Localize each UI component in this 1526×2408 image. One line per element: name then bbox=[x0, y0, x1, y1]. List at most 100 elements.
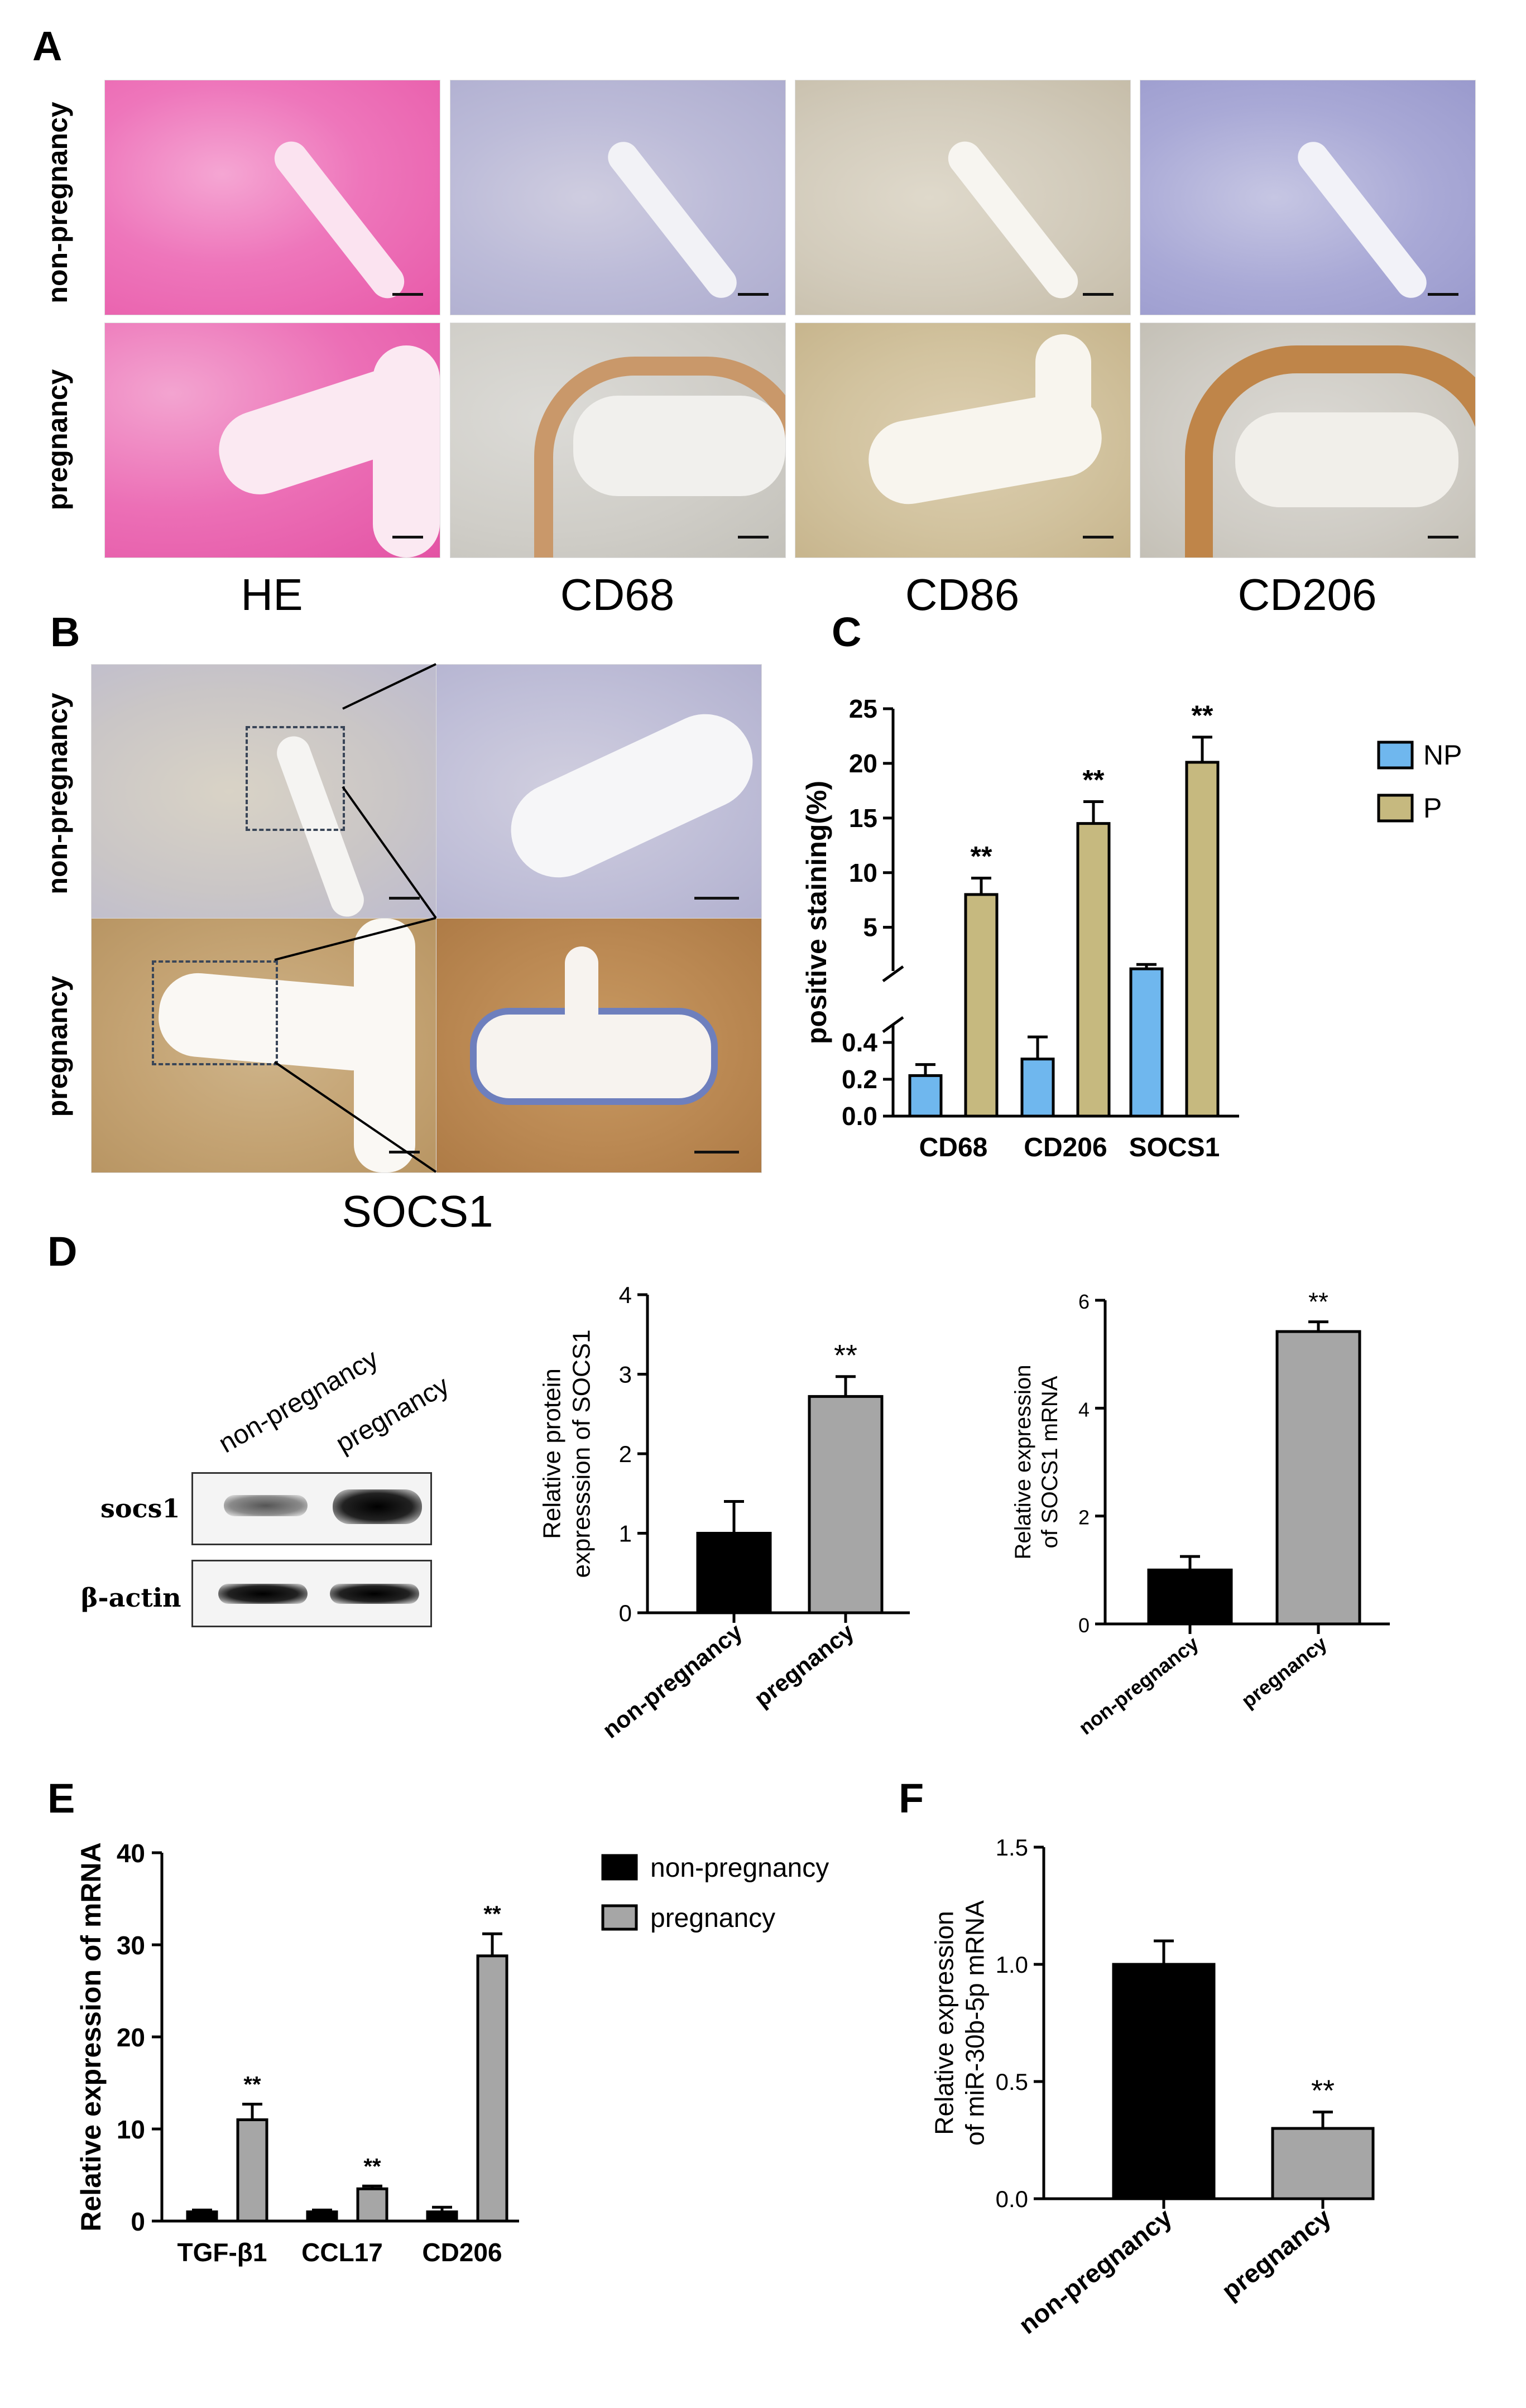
panel-letter-a: A bbox=[32, 23, 63, 69]
y-tick-label: 0.4 bbox=[842, 1028, 877, 1057]
y-axis-title: Relative expression of mRNA bbox=[75, 1842, 107, 2231]
row-label-pregnancy: pregnancy bbox=[42, 975, 73, 1117]
legend-swatch-pregnancy bbox=[601, 1904, 638, 1931]
y-tick-label: 10 bbox=[117, 2115, 145, 2144]
bar-non-pregnancy-CCL17 bbox=[306, 2210, 338, 2223]
band-socs1-non-pregnancy bbox=[224, 1495, 308, 1516]
x-tick-label: TGF-β1 bbox=[177, 2238, 267, 2267]
micrograph-he-non-pregnancy bbox=[104, 80, 440, 315]
band-label-beta-actin: β-actin bbox=[81, 1583, 181, 1613]
y-tick-label: 15 bbox=[849, 804, 877, 833]
significance-marker: ** bbox=[834, 1339, 857, 1372]
y-tick-label: 25 bbox=[849, 694, 877, 723]
y-tick-label: 30 bbox=[117, 1931, 145, 1960]
y-tick-label: 0.0 bbox=[996, 2186, 1028, 2212]
x-tick-label: SOCS1 bbox=[1129, 1133, 1220, 1162]
chart-f: 0.0 0.5 1.0 1.5 Relative expressionof miR-30… bbox=[929, 1834, 1375, 2340]
bar-pregnancy bbox=[808, 1395, 884, 1614]
bar-np-cd68 bbox=[908, 1074, 943, 1118]
micrograph-cd86-non-pregnancy bbox=[795, 80, 1131, 315]
y-tick-label: 0 bbox=[131, 2207, 145, 2236]
micrograph-cd86-pregnancy bbox=[795, 323, 1131, 558]
legend-label-p: P bbox=[1423, 792, 1442, 824]
y-tick-label: 0 bbox=[619, 1600, 632, 1626]
bar-non-pregnancy-TGF-β1 bbox=[186, 2210, 218, 2223]
chart-d1: 0 1 2 3 4 Relative proteinexpresssion of SOCS… bbox=[539, 1282, 910, 1743]
y-tick-label: 2 bbox=[619, 1441, 632, 1467]
bar-pregnancy-CD206 bbox=[476, 1954, 508, 2223]
bar-pregnancy bbox=[1271, 2127, 1375, 2200]
band-actin-non-pregnancy bbox=[218, 1584, 308, 1604]
y-tick-label: 0.2 bbox=[842, 1065, 877, 1094]
x-tick-label: non-pregnancy bbox=[1013, 2203, 1177, 2340]
y-tick-label: 1 bbox=[619, 1521, 632, 1547]
significance-marker: ** bbox=[1083, 764, 1105, 795]
y-axis-title: Relative expressionof miR-30b-5p mRNA bbox=[929, 1900, 989, 2146]
micrograph-cd68-pregnancy bbox=[450, 323, 786, 558]
y-tick-label: 20 bbox=[117, 2023, 145, 2052]
panel-letter-c: C bbox=[832, 609, 862, 655]
band-label-socs1: socs1 bbox=[100, 1493, 180, 1523]
legend-label-np: NP bbox=[1423, 739, 1462, 771]
bar-non-pregnancy bbox=[1112, 1963, 1216, 2200]
bar-pregnancy bbox=[1275, 1330, 1361, 1626]
micrograph-socs1-non-pregnancy-zoom bbox=[436, 664, 762, 919]
bar-p-cd68 bbox=[964, 893, 999, 1118]
significance-marker: ** bbox=[363, 2154, 381, 2179]
column-label-he: HE bbox=[241, 570, 303, 619]
bar-non-pregnancy-CD206 bbox=[426, 2210, 458, 2223]
x-tick-label: non-pregnancy bbox=[1074, 1632, 1203, 1739]
chart-c: 5 10 15 20 25 0.0 0.2 0.4 positive staining(%) **… bbox=[804, 694, 1462, 1162]
panel-letter-e: E bbox=[47, 1775, 75, 1821]
micrograph-cd206-non-pregnancy bbox=[1140, 80, 1476, 315]
significance-marker: ** bbox=[971, 841, 992, 872]
significance-marker: ** bbox=[243, 2072, 261, 2097]
micrograph-cd68-non-pregnancy bbox=[450, 80, 786, 315]
bar-p-cd206 bbox=[1076, 822, 1111, 1118]
legend-swatch-p bbox=[1377, 794, 1414, 823]
y-tick-label: 2 bbox=[1078, 1506, 1090, 1529]
caption-socs1: SOCS1 bbox=[342, 1186, 493, 1236]
micrograph-he-pregnancy bbox=[104, 323, 440, 558]
y-tick-label: 4 bbox=[1078, 1398, 1090, 1421]
y-tick-label: 10 bbox=[849, 858, 877, 887]
bar-p-socs1 bbox=[1185, 761, 1220, 1118]
bar-pregnancy-CCL17 bbox=[356, 2187, 388, 2223]
blot-beta-actin bbox=[191, 1560, 432, 1627]
y-tick-label: 20 bbox=[849, 749, 877, 778]
x-tick-label: pregnancy bbox=[1237, 1632, 1331, 1712]
x-tick-label: CCL17 bbox=[301, 2238, 383, 2267]
significance-marker: ** bbox=[1308, 1287, 1328, 1316]
axis-break-mark bbox=[882, 965, 904, 983]
x-tick-label: non-pregnancy bbox=[598, 1618, 747, 1743]
y-tick-label: 0 bbox=[1078, 1614, 1090, 1637]
x-tick-label: CD206 bbox=[1024, 1133, 1107, 1162]
y-tick-label: 5 bbox=[863, 913, 877, 942]
x-tick-label: pregnancy bbox=[1216, 2203, 1337, 2305]
band-socs1-pregnancy bbox=[333, 1489, 422, 1524]
row-label-non-pregnancy: non-pregnancy bbox=[42, 693, 73, 895]
legend-swatch-np bbox=[1377, 741, 1414, 770]
bar-non-pregnancy bbox=[696, 1532, 772, 1614]
bar-np-cd206 bbox=[1020, 1058, 1055, 1118]
x-tick-label: CD206 bbox=[422, 2238, 502, 2267]
column-label-cd206: CD206 bbox=[1237, 570, 1377, 619]
y-tick-label: 6 bbox=[1078, 1290, 1090, 1313]
y-tick-label: 3 bbox=[619, 1362, 632, 1388]
significance-marker: ** bbox=[1192, 700, 1213, 731]
column-label-cd86: CD86 bbox=[905, 570, 1020, 619]
axis-break-mark bbox=[882, 1016, 904, 1034]
y-tick-label: 0.0 bbox=[842, 1102, 877, 1131]
micrograph-socs1-pregnancy-zoom bbox=[436, 918, 762, 1173]
bar-pregnancy-TGF-β1 bbox=[236, 2118, 268, 2223]
panel-letter-d: D bbox=[47, 1228, 78, 1275]
bar-non-pregnancy bbox=[1147, 1568, 1233, 1626]
y-axis-title: Relative expression of SOCS1 mRNA bbox=[1011, 1364, 1062, 1559]
y-tick-label: 1.0 bbox=[996, 1952, 1028, 1978]
column-label-cd68: CD68 bbox=[560, 570, 675, 619]
micrograph-socs1-pregnancy bbox=[91, 918, 437, 1173]
y-axis-title: Relative proteinexpresssion of SOCS1 bbox=[539, 1329, 596, 1578]
band-actin-pregnancy bbox=[330, 1584, 419, 1604]
row-label-non-pregnancy: non-pregnancy bbox=[42, 102, 73, 304]
row-label-pregnancy: pregnancy bbox=[42, 369, 73, 511]
